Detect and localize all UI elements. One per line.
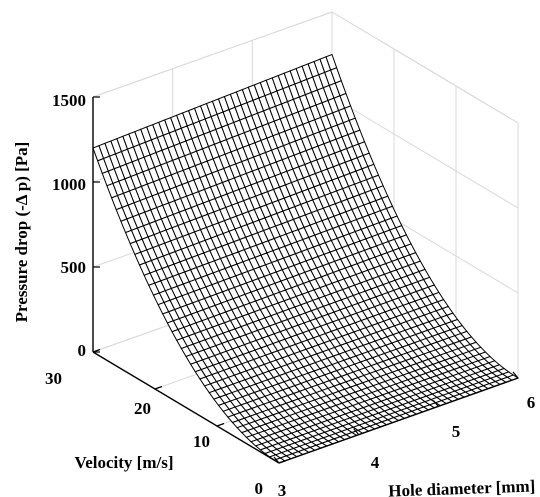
box-edge — [92, 11, 333, 98]
z-tick-1000: 1000 — [52, 175, 86, 194]
y-tick-mark — [92, 348, 101, 353]
z-tick-0: 0 — [78, 341, 87, 360]
y-tick-30: 30 — [45, 369, 62, 388]
z-tick-1500: 1500 — [52, 91, 86, 110]
x-tick-mark — [273, 456, 280, 464]
x-tick-3: 3 — [278, 481, 287, 497]
y-tick-mark — [154, 385, 163, 390]
y-tick-20: 20 — [134, 399, 151, 418]
grid-line-right-z — [331, 96, 519, 209]
y-tick-mark — [216, 422, 225, 427]
z-tick-500: 500 — [61, 258, 87, 277]
x-tick-6: 6 — [527, 393, 536, 412]
y-axis-label: Velocity [m/s] — [75, 453, 174, 472]
x-tick-mark — [432, 399, 439, 407]
surface-mesh — [92, 53, 520, 464]
x-tick-5: 5 — [452, 422, 461, 441]
y-axis-line — [92, 351, 280, 464]
x-tick-mark — [512, 371, 519, 379]
chart-axes — [92, 96, 519, 464]
x-axis-line — [278, 377, 519, 464]
box-edge — [331, 11, 519, 124]
x-axis-label: Hole diameter [mm] — [388, 476, 536, 497]
z-axis-label: Pressure drop (-Δ p) [Pa] — [12, 142, 31, 323]
y-tick-10: 10 — [193, 432, 210, 451]
x-tick-4: 4 — [371, 453, 380, 472]
y-tick-mark — [278, 459, 287, 464]
x-tick-mark — [353, 428, 360, 436]
y-tick-0: 0 — [255, 479, 264, 497]
